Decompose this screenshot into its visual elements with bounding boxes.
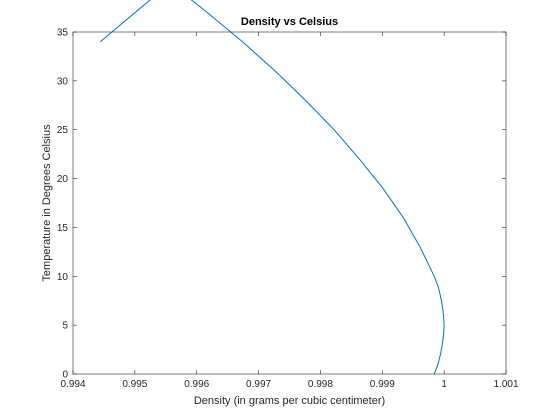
x-axis-label: Density (in grams per cubic centimeter)	[194, 395, 385, 407]
y-tick-label: 35	[57, 28, 69, 39]
y-tick-label: 15	[57, 223, 69, 234]
y-tick-label: 10	[57, 272, 69, 283]
y-tick-label: 5	[62, 321, 68, 332]
x-tick-label: 0.996	[184, 379, 209, 390]
y-axis-label: Temperature in Degrees Celsius	[41, 124, 53, 282]
x-tick-label: 0.999	[370, 379, 395, 390]
y-tick-label: 30	[57, 76, 69, 87]
x-tick-label: 1	[441, 379, 447, 390]
x-tick-label: 0.997	[246, 379, 271, 390]
x-tick-label: 0.998	[308, 379, 333, 390]
y-tick-label: 25	[57, 125, 69, 136]
x-tick-label: 1.001	[493, 379, 518, 390]
x-tick-label: 0.995	[122, 379, 147, 390]
x-tick-label: 0.994	[60, 379, 85, 390]
y-tick-label: 0	[62, 370, 68, 381]
plot-background	[73, 32, 506, 374]
chart-title: Density vs Celsius	[241, 16, 338, 28]
y-tick-label: 20	[57, 174, 69, 185]
